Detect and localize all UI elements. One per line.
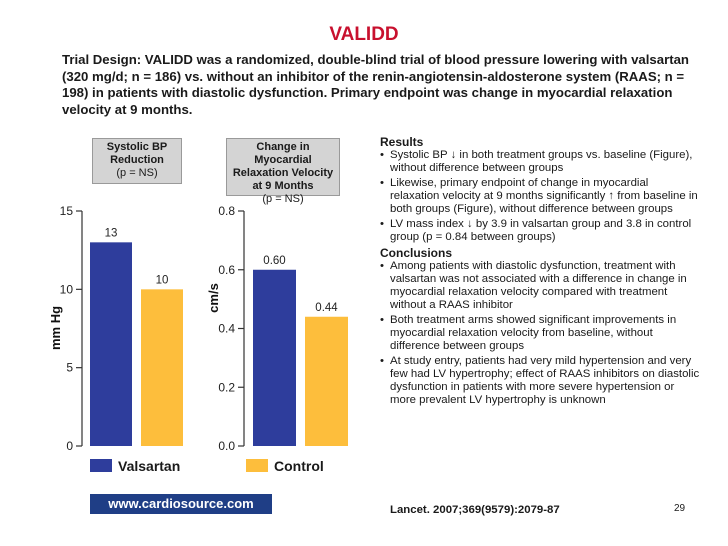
chart1-y-tick-label: 0	[66, 439, 73, 453]
chart2-header-p: (p = NS)	[262, 193, 304, 205]
legend-valsartan: Valsartan	[90, 458, 180, 474]
chart1-data-label: 13	[105, 227, 118, 239]
legend-label-valsartan: Valsartan	[118, 458, 181, 474]
legend-control: Control	[246, 458, 324, 474]
results-item: LV mass index ↓ by 3.9 in valsartan grou…	[380, 218, 700, 244]
chart2-bar-control	[305, 316, 348, 446]
chart2-data-label: 0.60	[263, 255, 285, 267]
chart2-bar-valsartan	[253, 269, 296, 446]
results-item: Systolic BP ↓ in both treatment groups v…	[380, 149, 700, 175]
chart2-y-axis-label: cm/s	[206, 283, 221, 313]
chart2-y-tick-label: 0.8	[218, 204, 235, 218]
conclusions-item: Both treatment arms showed significant i…	[380, 314, 700, 353]
chart1-header: Systolic BP Reduction (p = NS)	[92, 138, 182, 184]
chart1-y-tick-label: 10	[60, 282, 74, 296]
bar-charts: 0 5 10 15 mm Hg 13 10 0.0 0.2 0.4 0.6 0.8 cm/s 0.60 0.…	[48, 204, 348, 453]
conclusions-list: Among patients with diastolic dysfunctio…	[380, 260, 700, 407]
slide-title: VALIDD	[329, 24, 399, 45]
conclusions-item: Among patients with diastolic dysfunctio…	[380, 260, 700, 312]
chart1-y-tick-label: 5	[66, 361, 73, 375]
results-item: Likewise, primary endpoint of change in …	[380, 177, 700, 216]
conclusions-item: At study entry, patients had very mild h…	[380, 355, 700, 407]
results-heading: Results	[380, 135, 424, 149]
chart1-y-axis-label: mm Hg	[48, 306, 63, 350]
chart2-header-line1: Change in Myocardial	[254, 141, 312, 166]
chart1-header-p: (p = NS)	[116, 167, 158, 179]
chart2-header: Change in Myocardial Relaxation Velocity…	[226, 138, 340, 205]
cardiosource-logo[interactable]: www.cardiosource.com	[90, 494, 272, 514]
chart1-bar-valsartan	[90, 242, 132, 446]
page-number: 29	[674, 503, 686, 514]
chart2-y-tick-label: 0.0	[218, 439, 235, 453]
chart1-bar-control	[141, 289, 183, 446]
citation: Lancet. 2007;369(9579):2079-87	[390, 504, 560, 516]
chart2-y-tick-label: 0.6	[218, 263, 235, 277]
conclusions-heading: Conclusions	[380, 246, 453, 260]
chart1-data-label: 10	[156, 274, 169, 286]
chart1-header-line1: Systolic BP	[106, 141, 168, 153]
chart2-data-label: 0.44	[315, 302, 338, 314]
legend-swatch-control	[246, 459, 268, 472]
chart2-header-line2: Relaxation Velocity	[232, 167, 334, 179]
chart2-y-tick-label: 0.2	[218, 380, 235, 394]
chart2-header-line3: at 9 Months	[252, 180, 314, 192]
chart2-y-tick-label: 0.4	[218, 322, 235, 336]
chart1-y-tick-label: 15	[60, 204, 74, 218]
legend-label-control: Control	[274, 458, 324, 474]
chart1-header-line2: Reduction	[110, 154, 164, 166]
results-list: Systolic BP ↓ in both treatment groups v…	[380, 149, 700, 244]
trial-design-text: Trial Design: VALIDD was a randomized, d…	[62, 52, 689, 117]
results-panel: Results Systolic BP ↓ in both treatment …	[380, 136, 700, 410]
legend-swatch-valsartan	[90, 459, 112, 472]
